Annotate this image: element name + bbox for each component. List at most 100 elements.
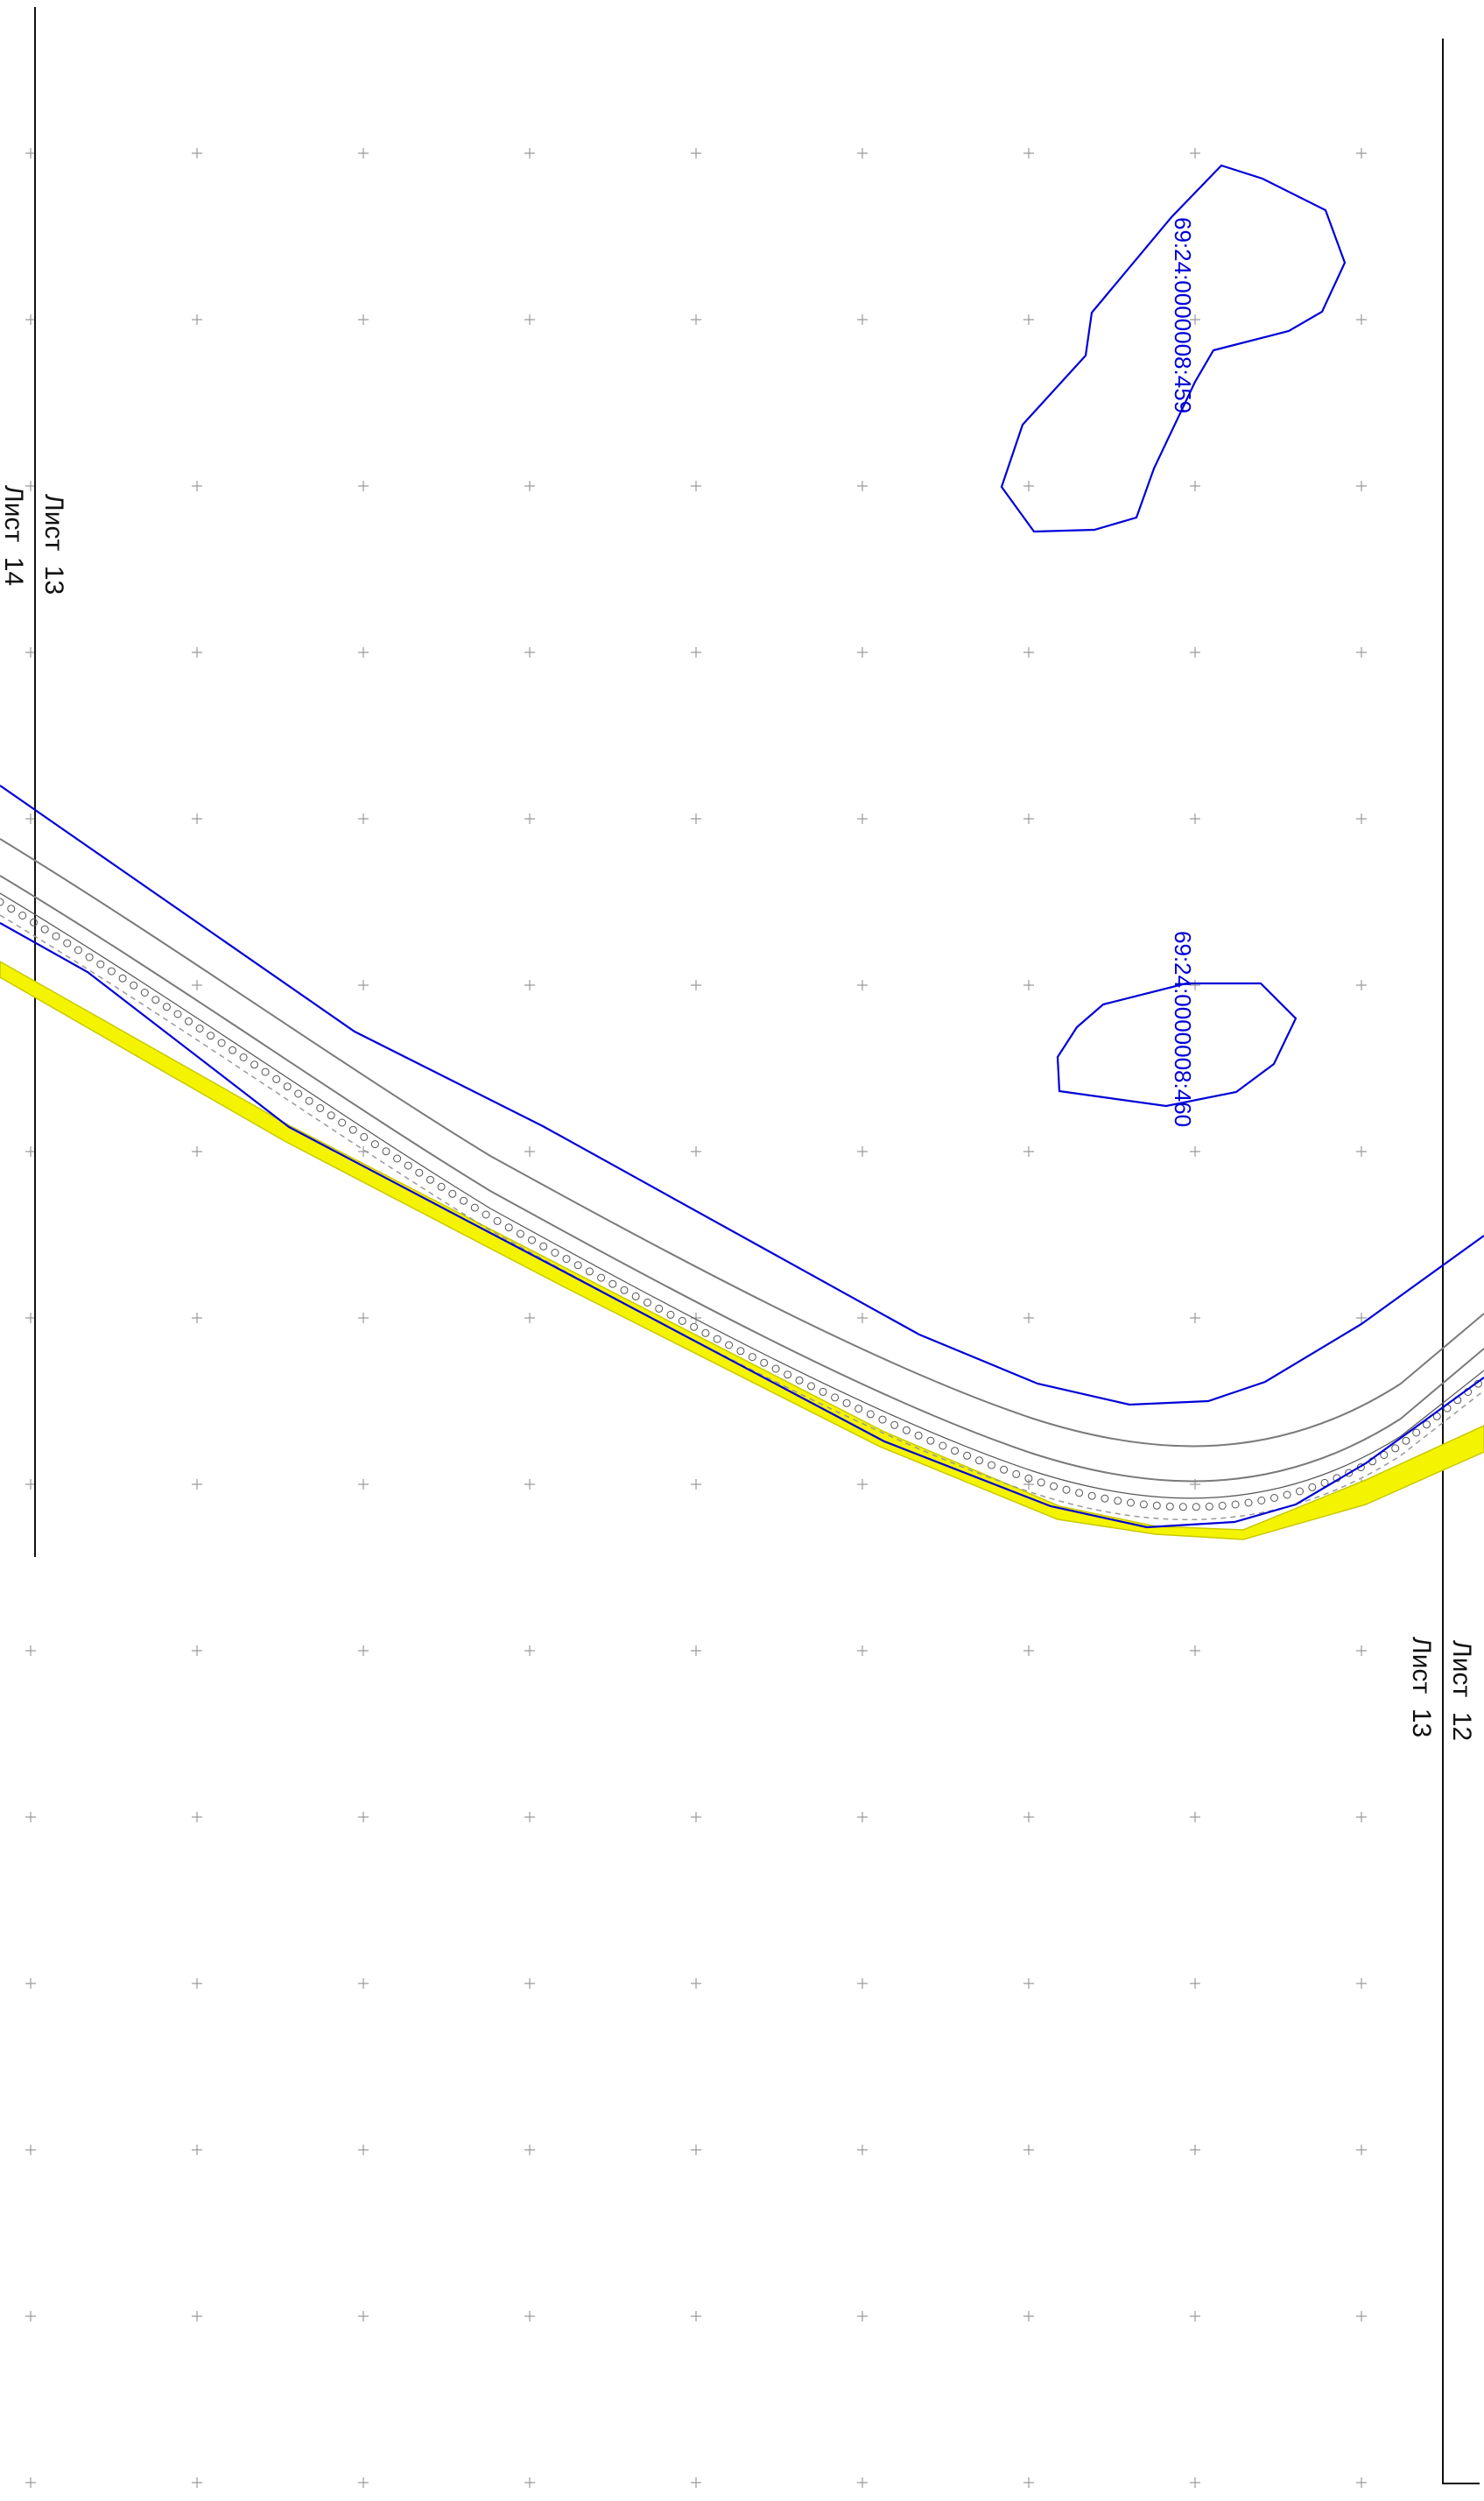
- road-survey-marker: [426, 1175, 434, 1184]
- road-survey-marker: [1050, 1482, 1058, 1490]
- grid-cross-marker: [1190, 314, 1200, 325]
- road-survey-marker: [878, 1415, 887, 1424]
- grid-cross-marker: [1023, 1645, 1034, 1656]
- road-survey-marker: [831, 1393, 840, 1402]
- sheet-label-right-upper: Лист 12: [1447, 1640, 1476, 1741]
- grid-cross-marker: [1356, 1645, 1367, 1656]
- road-survey-marker: [551, 1249, 559, 1257]
- grid-cross-marker: [1023, 481, 1034, 491]
- grid-cross-marker: [1356, 814, 1367, 824]
- road-centerline: [0, 892, 1484, 1499]
- grid-cross-marker: [1356, 1146, 1367, 1157]
- road-survey-marker: [573, 1261, 582, 1270]
- grid-cross-marker: [358, 481, 369, 491]
- road-survey-marker: [1075, 1489, 1084, 1497]
- grid-cross-marker: [691, 1645, 701, 1656]
- sheet-label-right-lower: Лист 13: [1407, 1637, 1436, 1737]
- grid-cross-marker: [1356, 314, 1367, 325]
- road-survey-marker: [620, 1286, 629, 1294]
- grid-cross-marker: [524, 647, 535, 658]
- road-survey-marker: [1244, 1498, 1253, 1507]
- grid-cross-marker: [1023, 1479, 1034, 1490]
- grid-cross-marker: [1190, 1645, 1200, 1656]
- road-survey-marker: [393, 1154, 402, 1163]
- road-survey-marker: [173, 1010, 182, 1018]
- grid-cross-marker: [358, 2477, 369, 2488]
- road-survey-marker: [316, 1104, 325, 1112]
- road-survey-marker: [52, 932, 60, 941]
- road-survey-marker: [0, 898, 4, 906]
- road-survey-marker: [1000, 1465, 1009, 1474]
- road-survey-marker: [807, 1382, 815, 1391]
- grid-cross-marker: [524, 1479, 535, 1490]
- road-survey-marker: [1127, 1498, 1135, 1507]
- road-survey-marker: [771, 1364, 780, 1373]
- road-survey-marker: [608, 1279, 617, 1288]
- road-survey-marker: [283, 1082, 292, 1091]
- coordinate-grid: [25, 148, 1367, 2488]
- road-survey-marker: [162, 1003, 171, 1011]
- road-survey-marker: [360, 1132, 369, 1141]
- road-survey-marker: [926, 1436, 935, 1445]
- road-survey-marker: [748, 1353, 756, 1362]
- road-survey-marker: [725, 1341, 734, 1349]
- road-survey-marker: [655, 1304, 664, 1313]
- grid-cross-marker: [524, 2477, 535, 2488]
- road-survey-marker: [261, 1067, 270, 1076]
- road-survey-marker: [493, 1216, 502, 1225]
- grid-cross-marker: [524, 481, 535, 491]
- road-survey-marker: [370, 1140, 379, 1149]
- grid-cross-marker: [691, 314, 701, 325]
- grid-cross-marker: [25, 1645, 36, 1656]
- road-survey-marker: [795, 1376, 804, 1384]
- road-survey-marker: [63, 939, 72, 948]
- grid-cross-marker: [1356, 148, 1367, 159]
- road-survey-marker: [415, 1168, 424, 1177]
- grid-cross-marker: [691, 1812, 701, 1822]
- grid-cross-marker: [192, 2477, 202, 2488]
- road-survey-marker: [951, 1447, 960, 1455]
- grid-cross-marker: [1356, 481, 1367, 491]
- road-survey-marker: [631, 1292, 640, 1300]
- road-survey-marker: [1308, 1483, 1317, 1491]
- road-survey-marker: [151, 996, 160, 1004]
- road-survey-marker: [338, 1118, 347, 1127]
- grid-cross-marker: [1356, 2477, 1367, 2488]
- grid-cross-marker: [1023, 2145, 1034, 2155]
- grid-cross-marker: [857, 314, 868, 325]
- grid-cross-marker: [524, 2311, 535, 2321]
- grid-cross-marker: [1023, 1978, 1034, 1989]
- road-survey-marker: [819, 1387, 827, 1396]
- road-survey-marker: [666, 1310, 675, 1319]
- grid-cross-marker: [857, 647, 868, 658]
- grid-cross-marker: [1190, 980, 1200, 990]
- grid-cross-marker: [192, 1146, 202, 1157]
- grid-cross-marker: [691, 2311, 701, 2321]
- sheet-frame: [34, 7, 1480, 2484]
- parcel-label-459: 69:24:0000008:459: [1170, 217, 1196, 413]
- grid-cross-marker: [524, 148, 535, 159]
- grid-cross-marker: [691, 1978, 701, 1989]
- grid-cross-marker: [1356, 647, 1367, 658]
- grid-cross-marker: [857, 1978, 868, 1989]
- grid-cross-marker: [358, 647, 369, 658]
- grid-cross-marker: [691, 481, 701, 491]
- grid-cross-marker: [192, 2145, 202, 2155]
- grid-cross-marker: [1356, 1812, 1367, 1822]
- road-survey-marker: [7, 905, 16, 913]
- road-survey-marker: [382, 1147, 390, 1156]
- road-survey-marker: [272, 1074, 281, 1083]
- road-survey-marker: [74, 946, 82, 955]
- road-survey-marker: [1296, 1487, 1304, 1496]
- road-survey-marker: [118, 974, 127, 983]
- road-survey-marker: [217, 1039, 226, 1047]
- road-edge-line-upper: [0, 838, 1484, 1448]
- road-survey-marker: [305, 1096, 313, 1105]
- road-survey-marker: [562, 1255, 571, 1264]
- grid-cross-marker: [524, 1146, 535, 1157]
- road-survey-marker: [30, 918, 38, 926]
- road-survey-marker: [1152, 1501, 1161, 1510]
- road-survey-marker: [96, 960, 105, 969]
- grid-cross-marker: [25, 2145, 36, 2155]
